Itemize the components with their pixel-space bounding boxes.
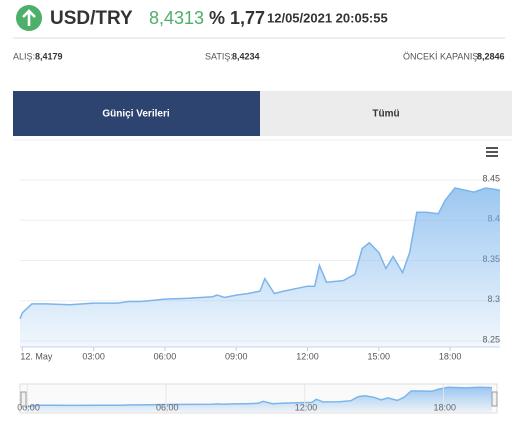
area — [25, 387, 492, 412]
tab-active[interactable] — [13, 91, 260, 136]
x-tick-label: 12. May — [20, 351, 53, 361]
quote-value: 8,2846 — [477, 51, 505, 61]
tab[interactable] — [260, 91, 512, 136]
menu-icon[interactable] — [486, 147, 498, 157]
navigator-label: 06:00 — [156, 402, 179, 412]
x-tick-label: 03:00 — [82, 351, 105, 361]
quote-label: SATIŞ: — [205, 51, 233, 61]
quote-label: ÖNCEKİ KAPANIŞ: — [403, 51, 481, 61]
navigator-label: 12:00 — [295, 402, 318, 412]
line — [24, 386, 493, 409]
line — [19, 187, 501, 320]
area — [20, 188, 500, 347]
tab-label[interactable]: Güniçi Verileri — [102, 109, 169, 120]
symbol: USD/TRY — [50, 8, 133, 29]
quote-value: 8,4234 — [232, 51, 260, 61]
price: 8,4313 — [149, 8, 204, 28]
y-tick-label: 8.45 — [482, 173, 500, 183]
navigator-handle[interactable] — [491, 391, 498, 407]
navigator-handle[interactable] — [20, 391, 27, 407]
x-tick-label: 18:00 — [439, 351, 462, 361]
tab-label[interactable]: Tümü — [372, 109, 399, 120]
x-tick-label: 15:00 — [368, 351, 391, 361]
x-tick-label: 06:00 — [154, 351, 177, 361]
quote-value: 8,4179 — [35, 51, 63, 61]
x-tick-label: 12:00 — [296, 351, 319, 361]
quote-label: ALIŞ: — [13, 51, 35, 61]
change: % 1,77 — [209, 8, 265, 28]
navigator-label: 00:00 — [17, 402, 40, 412]
up-arrow — [22, 9, 36, 26]
navigator-label: 18:00 — [433, 402, 456, 412]
datetime: 12/05/2021 20:05:55 — [267, 10, 388, 25]
x-tick-label: 09:00 — [225, 351, 248, 361]
